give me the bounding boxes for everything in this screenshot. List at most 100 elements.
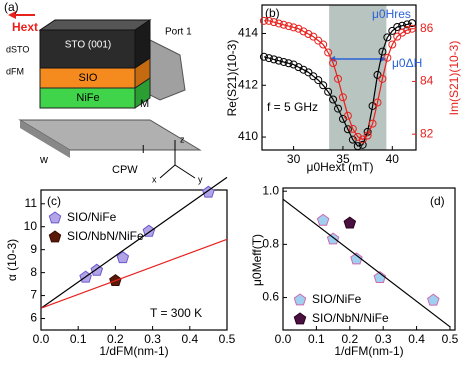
axis-label: x xyxy=(152,174,157,184)
dim-label: dSTO xyxy=(6,44,29,54)
sto-layer xyxy=(39,29,136,69)
y-tick-label: 8 xyxy=(30,265,37,279)
marker xyxy=(264,16,273,25)
x-tick-label: 0.4 xyxy=(408,332,425,346)
marker xyxy=(289,23,298,32)
axis-label: y xyxy=(198,174,203,184)
marker xyxy=(284,59,293,68)
marker xyxy=(259,16,268,25)
marker xyxy=(388,26,397,35)
x-tick-label: 0.5 xyxy=(219,332,236,346)
marker xyxy=(427,293,440,306)
marker xyxy=(368,119,377,128)
y-tick-label: 0.6 xyxy=(262,290,279,304)
legend-label: SIO/NiFe xyxy=(67,210,117,224)
marker xyxy=(334,104,343,113)
annotation: f = 5 GHz xyxy=(267,100,318,114)
marker xyxy=(408,19,417,28)
y-tick-label: 410 xyxy=(238,129,258,143)
marker xyxy=(309,32,318,41)
fit-line xyxy=(40,176,228,309)
x-tick-label: 0.0 xyxy=(33,332,50,346)
marker xyxy=(348,124,357,133)
series-line xyxy=(264,20,413,141)
marker xyxy=(274,56,283,65)
y-tick-label: 412 xyxy=(238,77,258,91)
cpw-side xyxy=(20,120,70,158)
legend-marker xyxy=(293,312,307,325)
marker xyxy=(304,30,313,38)
marker xyxy=(403,26,412,35)
marker xyxy=(383,53,392,62)
annotation: μ0Hres xyxy=(372,7,411,21)
layer-label: NiFe xyxy=(76,92,99,104)
dim-label: M xyxy=(140,98,149,110)
marker xyxy=(343,216,357,229)
marker xyxy=(378,74,387,83)
x-axis-label: 1/dFM(nm-1) xyxy=(99,344,168,358)
port xyxy=(149,39,186,101)
x-tick-label: 0.1 xyxy=(308,332,325,346)
marker xyxy=(388,40,397,49)
marker xyxy=(274,19,283,28)
marker xyxy=(334,74,343,83)
marker xyxy=(393,32,402,41)
y2-tick-label: 86 xyxy=(420,21,434,35)
marker xyxy=(319,81,328,90)
port-label: Port 1 xyxy=(165,27,192,38)
y2-tick-label: 82 xyxy=(420,126,434,140)
y2-tick-label: 84 xyxy=(420,74,434,88)
marker xyxy=(269,55,278,64)
plot-frame xyxy=(40,189,228,331)
marker xyxy=(316,213,330,226)
plot-frame xyxy=(261,4,417,151)
marker xyxy=(269,18,278,27)
panel-label: (d) xyxy=(430,194,445,208)
legend-marker xyxy=(48,211,62,224)
marker xyxy=(309,72,318,81)
marker xyxy=(314,76,323,85)
field-arrow-head xyxy=(8,11,16,19)
marker xyxy=(383,33,392,42)
sto-side xyxy=(134,19,151,69)
marker xyxy=(304,68,313,77)
field-label: Hext xyxy=(12,20,38,34)
marker xyxy=(264,54,273,63)
marker xyxy=(324,87,333,96)
y-tick-label: 11 xyxy=(25,196,38,210)
axis-y xyxy=(174,164,196,179)
marker xyxy=(393,23,402,32)
y-tick-label: 1.0 xyxy=(262,183,279,197)
x-tick-label: 0.0 xyxy=(275,332,292,346)
marker xyxy=(378,47,387,56)
axis-x xyxy=(159,164,176,179)
marker xyxy=(373,98,382,107)
cpw-base xyxy=(18,119,202,151)
x-tick-label: 0.2 xyxy=(341,332,358,346)
x-tick-label: 35 xyxy=(336,152,350,166)
legend-label: SIO/NiFe xyxy=(312,292,362,306)
legend-marker xyxy=(293,293,307,306)
marker xyxy=(373,70,382,79)
marker xyxy=(338,93,347,102)
x-tick-label: 0.5 xyxy=(442,332,459,346)
x-tick-label: 0.1 xyxy=(70,332,87,346)
layer-label: SIO xyxy=(79,72,98,84)
x-tick-label: 0.3 xyxy=(375,332,392,346)
y-tick-label: 10 xyxy=(24,219,38,233)
y-axis-label: μ0Meff(T) xyxy=(250,234,264,286)
cpw-label: CPW xyxy=(112,164,138,176)
marker xyxy=(363,131,372,140)
x-tick-label: 0.4 xyxy=(181,332,198,346)
marker xyxy=(343,125,352,134)
arrow-head xyxy=(380,56,387,62)
marker xyxy=(294,24,303,33)
legend-label: SIO/NbN/NiFe xyxy=(67,229,144,243)
marker xyxy=(314,36,323,45)
marker xyxy=(408,24,417,33)
marker xyxy=(116,251,130,264)
marker xyxy=(284,22,293,31)
x-tick-label: 0.3 xyxy=(144,332,161,346)
